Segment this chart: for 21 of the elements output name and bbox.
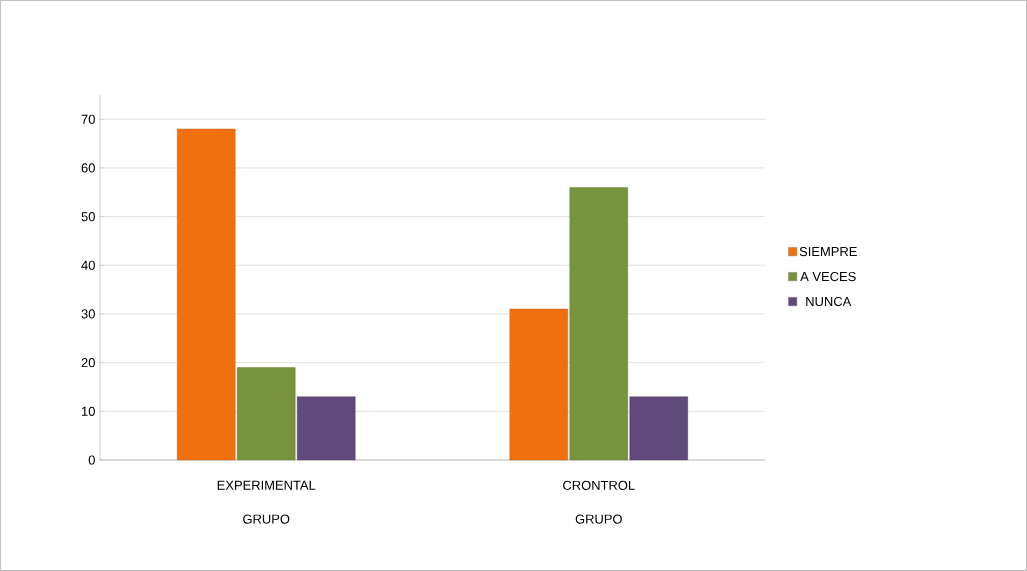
legend-label: SIEMPRE	[799, 247, 857, 257]
y-tick-label: 60	[81, 163, 95, 173]
bar	[509, 308, 568, 461]
y-tick-label: 20	[81, 358, 95, 368]
text: GRUPO	[243, 514, 290, 524]
legend-label: NUNCA	[806, 296, 852, 307]
y-tick-label: 40	[81, 260, 95, 270]
x-tick-label: EXPERIMENTAL	[217, 480, 316, 490]
text: GRUPO	[575, 514, 622, 524]
x-tick-label: CRONTROL	[563, 480, 635, 490]
bar	[177, 128, 236, 461]
y-tick-label: 0	[88, 455, 95, 465]
bar	[297, 396, 356, 461]
legend-label: A VECES	[800, 272, 856, 282]
y-tick-label: 30	[81, 309, 95, 319]
y-tick-label: 70	[81, 114, 95, 124]
bar	[629, 396, 688, 461]
y-tick-label: 10	[81, 406, 95, 416]
y-tick-label: 50	[81, 212, 95, 222]
bar	[569, 187, 628, 461]
bar	[237, 367, 296, 461]
